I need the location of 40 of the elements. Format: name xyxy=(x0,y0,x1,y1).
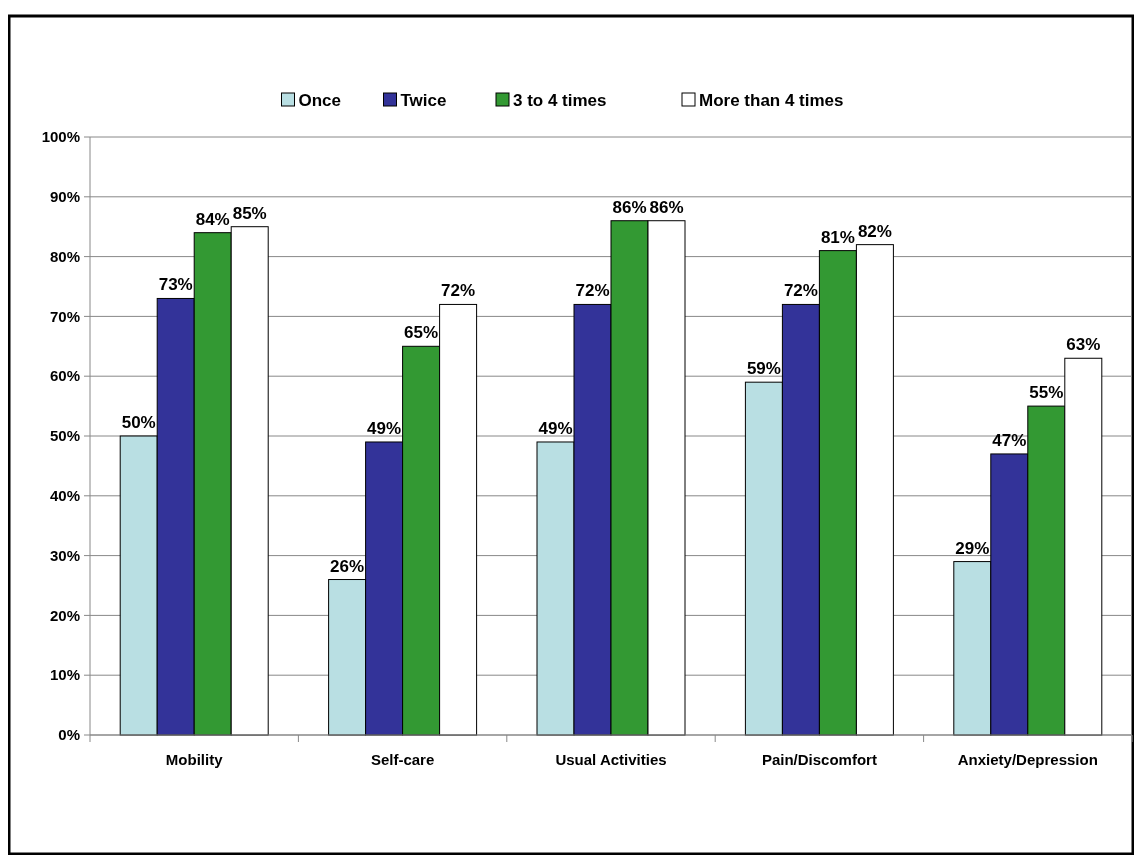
y-tick-label: 40% xyxy=(49,487,80,505)
text: 50% xyxy=(121,413,156,432)
text: 26% xyxy=(330,556,365,576)
text: 73% xyxy=(158,275,193,295)
text: 84% xyxy=(195,209,230,229)
text: 72% xyxy=(783,281,818,301)
text: 63% xyxy=(1066,335,1101,355)
y-tick-label: 50% xyxy=(49,427,80,445)
x-tick-label: Self-care xyxy=(370,751,435,768)
legend-label: More than 4 times xyxy=(699,90,844,110)
y-tick-label: 30% xyxy=(49,546,80,564)
legend-label: Once xyxy=(298,90,342,110)
x-tick-label: Anxiety/Depression xyxy=(957,751,1098,768)
y-tick-label: 70% xyxy=(49,307,80,325)
x-tick-label: Usual Activities xyxy=(555,751,667,768)
y-tick-label: 60% xyxy=(49,367,80,385)
text: 72% xyxy=(441,281,476,301)
y-tick-label: 0% xyxy=(58,726,80,744)
legend-label: 3 to 4 times xyxy=(513,90,607,110)
text: 47% xyxy=(992,430,1027,450)
text: 82% xyxy=(857,221,892,241)
y-tick-label: 20% xyxy=(49,606,80,624)
text: 72% xyxy=(575,281,610,301)
text: 49% xyxy=(367,418,402,438)
text: 29% xyxy=(955,538,990,558)
text: 59% xyxy=(746,359,781,379)
text: 65% xyxy=(404,323,439,343)
y-tick-label: 100% xyxy=(41,128,80,146)
y-tick-label: 80% xyxy=(49,247,80,265)
legend-label: Twice xyxy=(400,90,447,110)
text: 86% xyxy=(649,197,684,217)
y-tick-label: 90% xyxy=(49,188,80,206)
y-tick-label: 10% xyxy=(49,666,80,684)
text: 81% xyxy=(820,227,855,247)
text: 86% xyxy=(612,197,647,217)
text: 85% xyxy=(232,203,267,223)
text: 49% xyxy=(538,418,573,438)
text: 55% xyxy=(1029,383,1064,403)
x-tick-label: Mobility xyxy=(165,751,224,768)
x-tick-label: Pain/Discomfort xyxy=(761,751,877,768)
